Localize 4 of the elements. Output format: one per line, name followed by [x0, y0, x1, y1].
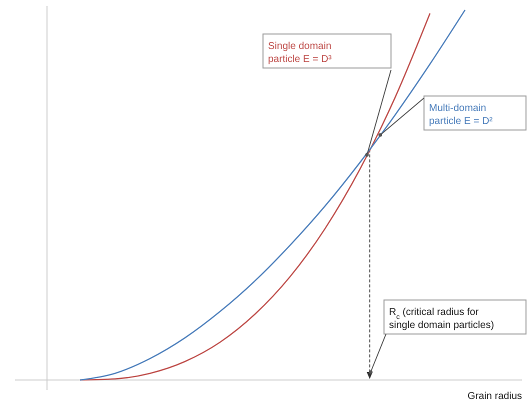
- text: Single domain particle E = D³: [268, 41, 332, 65]
- text: Multi-domain particle E = D²: [429, 103, 494, 127]
- x-axis-title: Grain radius: [468, 391, 522, 402]
- annotation: R$_{c}$ (critical radius for single domain particles): [389, 307, 494, 331]
